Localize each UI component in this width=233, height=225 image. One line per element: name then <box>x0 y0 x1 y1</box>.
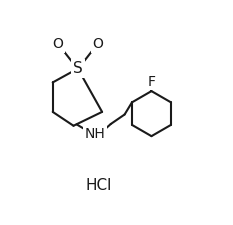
Text: O: O <box>52 37 63 51</box>
Text: HCl: HCl <box>86 178 112 193</box>
Text: NH: NH <box>85 127 106 142</box>
Text: O: O <box>92 37 103 51</box>
Text: F: F <box>147 74 155 89</box>
Text: S: S <box>73 61 83 76</box>
